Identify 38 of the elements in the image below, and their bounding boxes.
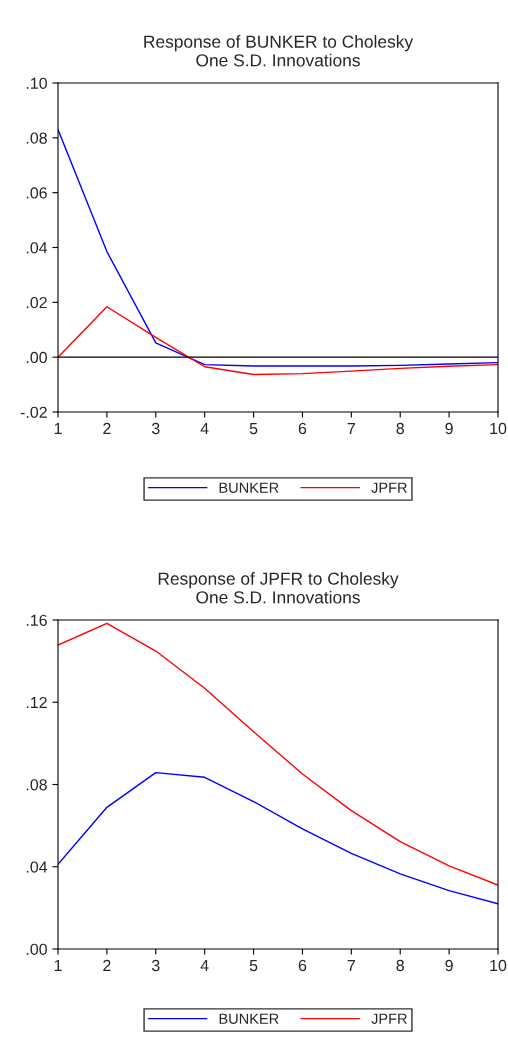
x-tick-label: 1 bbox=[54, 960, 62, 971]
x-tick-label: 10 bbox=[490, 959, 507, 972]
y-tick-label: .04 bbox=[26, 861, 48, 873]
x-tick-label: 5 bbox=[249, 960, 258, 972]
x-tick-label: 3 bbox=[151, 422, 160, 435]
y-tick-label: .16 bbox=[26, 614, 47, 626]
y-tick-label: .08 bbox=[26, 132, 47, 144]
chart-title: Response of BUNKER to Cholesky One S.D. Innovations bbox=[144, 35, 414, 67]
x-tick-label: 2 bbox=[103, 959, 111, 971]
y-tick-label: .06 bbox=[26, 187, 47, 199]
legend-label: JPFR bbox=[371, 1013, 407, 1024]
x-tick-label: 3 bbox=[151, 959, 160, 972]
x-tick-label: 9 bbox=[445, 422, 453, 435]
y-tick-label: .08 bbox=[26, 779, 47, 791]
y-tick-label: .12 bbox=[26, 696, 47, 709]
x-tick-label: 4 bbox=[200, 960, 209, 971]
x-tick-label: 8 bbox=[396, 959, 404, 972]
x-tick-label: 6 bbox=[298, 422, 307, 435]
legend-label: BUNKER bbox=[219, 482, 279, 493]
x-tick-label: 9 bbox=[445, 959, 453, 972]
x-tick-label: 8 bbox=[396, 422, 404, 435]
y-tick-label: .02 bbox=[26, 296, 47, 309]
y-tick-label: .00 bbox=[26, 943, 47, 955]
x-tick-label: 6 bbox=[298, 959, 307, 972]
x-tick-label: 1 bbox=[54, 423, 62, 434]
y-tick-label: .10 bbox=[26, 77, 47, 89]
y-tick-label: .00 bbox=[26, 351, 47, 364]
x-tick-label: 2 bbox=[103, 422, 111, 434]
legend-label: BUNKER bbox=[219, 1013, 279, 1024]
chart-title: Response of JPFR to Cholesky One S.D. Innovations bbox=[158, 572, 399, 604]
legend-label: JPFR bbox=[371, 482, 407, 493]
x-tick-label: 7 bbox=[347, 960, 355, 971]
x-tick-label: 7 bbox=[347, 423, 355, 434]
x-tick-label: 10 bbox=[490, 422, 507, 435]
y-tick-label: .04 bbox=[26, 242, 48, 254]
y-tick-label: -.02 bbox=[20, 406, 47, 418]
x-tick-label: 4 bbox=[200, 423, 209, 434]
x-tick-label: 5 bbox=[249, 423, 258, 435]
